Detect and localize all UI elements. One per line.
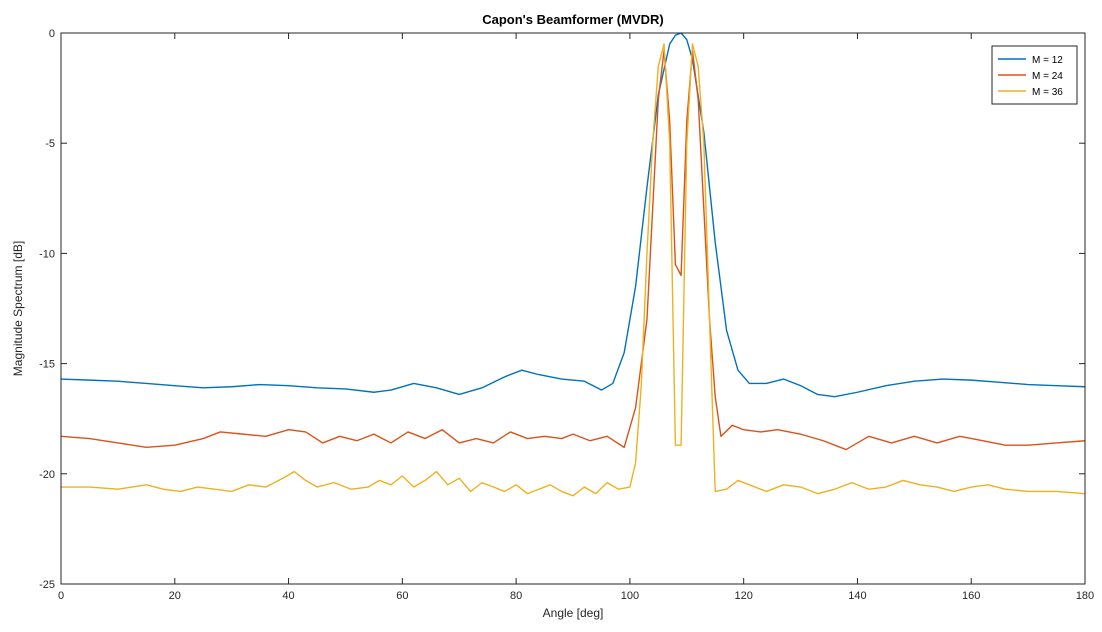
series-layer: [61, 32, 1085, 497]
y-axis-ticks: -25 -20 -15 -10 -5 0: [39, 28, 1085, 591]
legend-label: M = 12: [1032, 55, 1063, 66]
x-tick-label: 140: [848, 590, 866, 602]
series-line-1: [61, 32, 1085, 398]
series-line-3: [61, 43, 1085, 497]
y-tick-label: -15: [39, 359, 55, 371]
chart-title: Capon's Beamformer (MVDR): [482, 12, 664, 27]
legend: M = 12 M = 24 M = 36: [991, 45, 1078, 105]
x-axis-label: Angle [deg]: [543, 606, 604, 620]
x-tick-label: 0: [58, 590, 64, 602]
x-axis-ticks: 0 20 40 60 80 100 120 140 160 180: [58, 33, 1094, 602]
x-tick-label: 120: [734, 590, 752, 602]
x-tick-label: 100: [621, 590, 639, 602]
x-tick-label: 180: [1076, 590, 1094, 602]
y-tick-label: -5: [45, 138, 55, 150]
x-tick-label: 20: [169, 590, 181, 602]
x-tick-label: 40: [282, 590, 294, 602]
x-tick-label: 80: [510, 590, 522, 602]
y-tick-label: -20: [39, 469, 55, 481]
legend-label: M = 24: [1032, 71, 1063, 82]
y-axis-label: Magnitude Spectrum [dB]: [11, 241, 25, 376]
plot-area: [61, 33, 1085, 584]
series-line-2: [61, 49, 1085, 451]
y-tick-label: -10: [39, 248, 55, 260]
x-tick-label: 60: [396, 590, 408, 602]
y-tick-label: -25: [39, 579, 55, 591]
y-tick-label: 0: [49, 28, 55, 40]
legend-label: M = 36: [1032, 87, 1063, 98]
plot-frame: [60, 32, 1086, 585]
x-tick-label: 160: [962, 590, 980, 602]
